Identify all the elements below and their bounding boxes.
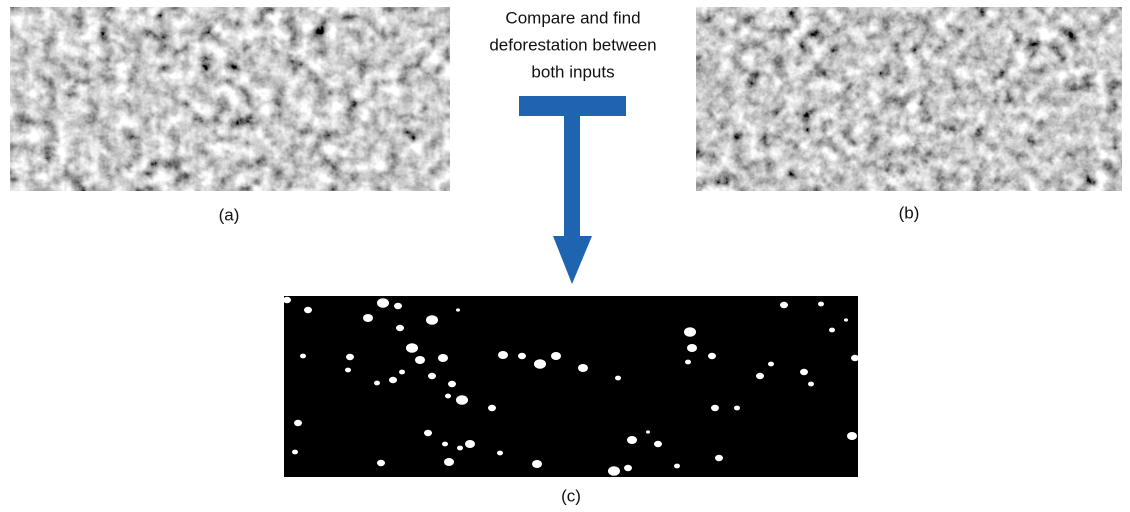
patch — [442, 442, 448, 447]
patch — [534, 359, 546, 369]
patch — [674, 464, 680, 469]
patch — [457, 446, 463, 451]
change-map — [284, 296, 858, 477]
instruction-line: Compare and find — [505, 8, 640, 27]
arrow-stem — [564, 114, 580, 238]
patch — [711, 405, 719, 411]
patch — [292, 450, 298, 455]
patch — [488, 405, 496, 411]
patch — [578, 364, 588, 372]
instruction-line: deforestation between — [489, 35, 656, 54]
patch — [829, 328, 835, 333]
patch — [615, 376, 621, 381]
patch — [294, 420, 302, 426]
panel-label: (b) — [899, 203, 920, 222]
patch — [377, 460, 385, 466]
patch — [438, 354, 448, 362]
arrow — [519, 96, 626, 284]
patch — [851, 355, 859, 361]
patch — [396, 325, 404, 331]
patch — [345, 368, 351, 373]
patch — [608, 466, 620, 476]
patch — [684, 327, 696, 337]
patch — [394, 303, 402, 309]
patch — [389, 377, 397, 383]
patch — [283, 297, 291, 303]
patch — [780, 302, 788, 308]
patch — [532, 460, 542, 468]
patch — [646, 430, 650, 433]
patch — [399, 370, 405, 375]
patch — [415, 356, 425, 364]
patch — [685, 360, 691, 365]
patch — [847, 432, 857, 440]
patch — [465, 440, 475, 448]
instruction-line: both inputs — [531, 62, 614, 81]
patch — [627, 436, 637, 444]
patch — [800, 369, 808, 375]
arrow-head — [553, 236, 592, 284]
patch — [300, 354, 306, 359]
patch — [808, 382, 814, 387]
patch — [497, 451, 503, 456]
figure: (a) (b) Compare and find deforestation b… — [0, 0, 1130, 512]
patch — [768, 362, 774, 367]
patch — [734, 406, 740, 411]
patch — [687, 344, 697, 352]
patch — [424, 430, 432, 436]
sar-texture-b — [696, 7, 1122, 191]
panel-label: (a) — [219, 205, 240, 224]
panel-label: (c) — [561, 486, 581, 505]
patch — [708, 353, 716, 359]
patch — [406, 343, 418, 353]
patch — [551, 352, 561, 360]
patch — [426, 315, 438, 325]
patch — [654, 441, 662, 447]
patch — [374, 381, 380, 386]
patch — [346, 354, 354, 360]
patch — [844, 318, 848, 321]
patch — [444, 458, 454, 466]
patch — [377, 298, 389, 308]
patch — [715, 455, 723, 461]
patch — [498, 351, 508, 359]
patch — [304, 307, 312, 313]
patch — [456, 395, 468, 405]
patch — [363, 314, 373, 322]
patch — [518, 353, 526, 359]
arrow-bar — [519, 96, 626, 116]
patch — [456, 308, 460, 311]
patch — [624, 465, 632, 471]
patch — [448, 381, 456, 387]
patch — [818, 302, 824, 307]
patch — [445, 394, 451, 399]
patch — [756, 373, 764, 379]
sar-texture-a — [10, 7, 450, 191]
patch — [428, 373, 436, 379]
